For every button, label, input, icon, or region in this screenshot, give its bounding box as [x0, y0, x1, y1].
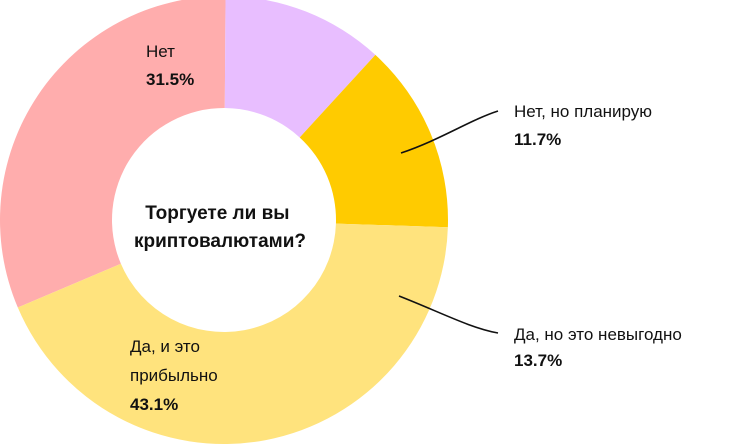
slice-value-planning: 11.7%: [514, 130, 561, 149]
slice-profitable: [17, 223, 448, 444]
slice-name-planning: Нет, но планирую: [514, 102, 652, 121]
center-title-line-1: Торгуете ли вы: [145, 203, 289, 224]
center-title: Торгуете ли вы криптовалютами?: [134, 203, 306, 252]
slice-name-profitable-line-1: Да, и это: [130, 337, 200, 356]
slice-value-unprofitable: 13.7%: [514, 351, 562, 370]
slice-label-unprofitable: Да, но это невыгодно 13.7%: [514, 325, 682, 370]
slice-name-unprofitable: Да, но это невыгодно: [514, 325, 682, 344]
donut-slices: [0, 0, 448, 444]
slice-no: [0, 0, 226, 308]
slice-unprofitable: [299, 54, 448, 228]
slice-name-profitable-line-2: прибыльно: [130, 366, 218, 385]
slice-planning: [224, 0, 376, 138]
center-title-line-2: криптовалютами?: [134, 231, 306, 252]
leader-line-unprofitable: [398, 295, 499, 334]
slice-label-planning: Нет, но планирую 11.7%: [514, 102, 652, 149]
slice-value-profitable: 43.1%: [130, 395, 178, 414]
slice-value-no: 31.5%: [146, 70, 194, 89]
slice-name-no: Нет: [146, 42, 175, 61]
slice-label-no: Нет 31.5%: [146, 42, 194, 89]
slice-label-profitable: Да, и это прибыльно 43.1%: [130, 337, 218, 414]
leader-line-planning: [400, 110, 499, 154]
